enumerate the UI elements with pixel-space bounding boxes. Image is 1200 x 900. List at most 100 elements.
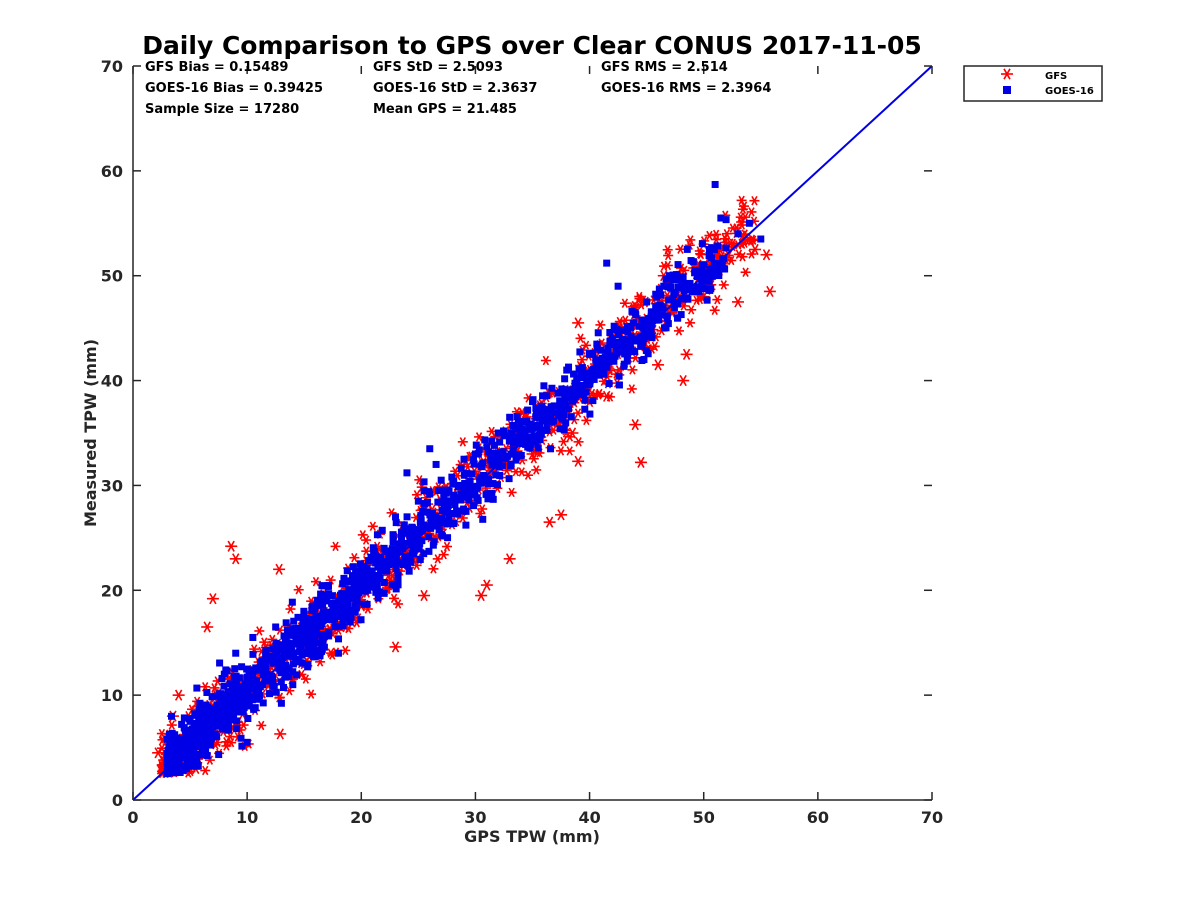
gfs-point (357, 530, 368, 540)
goes16-point (420, 478, 428, 486)
goes16-point (251, 704, 259, 712)
gfs-point (480, 579, 493, 591)
goes16-point (169, 757, 177, 765)
goes16-point (240, 686, 248, 694)
goes16-point (335, 622, 343, 630)
gfs-point (581, 340, 592, 351)
goes16-point (392, 585, 400, 593)
goes16-point (325, 608, 333, 616)
goes16-point (476, 476, 484, 484)
goes16-point (412, 534, 420, 542)
goes16-point (655, 285, 663, 293)
goes16-point (500, 432, 508, 440)
goes16-point (415, 545, 423, 553)
goes16-point (232, 672, 240, 680)
goes16-point (193, 684, 201, 692)
goes16-point (262, 646, 270, 654)
goes16-point (397, 528, 405, 536)
gfs-point (733, 249, 744, 259)
goes16-point (184, 754, 192, 762)
goes16-point (215, 751, 223, 759)
goes16-point (300, 607, 308, 615)
goes16-point (193, 732, 201, 740)
goes16-point (392, 513, 400, 521)
goes16-point (380, 589, 388, 597)
goes16-point (351, 590, 359, 598)
goes16-point (270, 682, 278, 690)
gfs-point (367, 521, 378, 532)
goes16-point (698, 268, 706, 276)
goes16-point (620, 362, 628, 370)
goes16-point (492, 449, 500, 457)
goes16-point (266, 690, 274, 698)
goes16-point (212, 692, 220, 700)
goes16-point (483, 443, 491, 451)
goes16-point (201, 710, 209, 718)
gfs-point (221, 737, 232, 747)
goes16-point (400, 539, 408, 547)
y-tick-label: 10 (101, 686, 123, 705)
gfs-point (686, 305, 697, 315)
stat-gfs-rms: GFS RMS = 2.514 (601, 60, 728, 75)
gfs-point (712, 294, 723, 305)
goes16-point (249, 650, 257, 658)
goes16-point (297, 625, 305, 633)
gfs-point (709, 305, 720, 315)
goes16-point (197, 702, 205, 710)
goes16-point (677, 311, 685, 319)
goes16-point (419, 507, 427, 515)
goes16-point (608, 335, 616, 343)
goes16-point (255, 688, 263, 696)
goes16-point (412, 526, 420, 534)
goes16-point (393, 548, 401, 556)
goes16-point (665, 296, 673, 304)
goes16-point (378, 526, 386, 534)
goes16-point (494, 429, 502, 437)
goes16-point (416, 555, 424, 563)
goes16-point (449, 480, 457, 488)
goes16-point (484, 448, 492, 456)
goes16-point (435, 487, 443, 495)
goes16-point (547, 445, 555, 453)
goes16-point (456, 481, 464, 489)
goes16-point (316, 652, 324, 660)
goes16-point (358, 581, 366, 589)
goes16-point (717, 214, 725, 222)
goes16-point (448, 473, 456, 481)
goes16-point (537, 430, 545, 438)
goes16-point (536, 436, 544, 444)
goes16-point (346, 618, 354, 626)
goes16-point (289, 660, 297, 668)
goes16-point (539, 392, 547, 400)
gfs-point (721, 228, 732, 239)
goes16-point (260, 658, 268, 666)
gfs-point (680, 348, 693, 360)
goes16-point (184, 742, 192, 750)
goes16-point (293, 671, 301, 679)
goes16-point (420, 487, 428, 495)
goes16-point (313, 618, 321, 626)
goes16-point (567, 413, 575, 421)
goes16-point (578, 364, 586, 372)
goes16-point (505, 437, 513, 445)
goes16-point (309, 644, 317, 652)
gfs-point (225, 540, 238, 552)
goes16-point (352, 604, 360, 612)
goes16-point (309, 637, 317, 645)
goes16-point (599, 369, 607, 377)
goes16-point (586, 350, 594, 358)
goes16-point (233, 725, 241, 733)
goes16-point (259, 699, 267, 707)
goes16-point (414, 497, 422, 505)
gfs-point (555, 446, 566, 456)
y-tick-label: 70 (101, 57, 123, 76)
goes16-point (586, 369, 594, 377)
goes16-point (615, 381, 623, 389)
goes16-point (465, 496, 473, 504)
goes16-point (635, 322, 643, 330)
goes16-point (594, 329, 602, 337)
goes16-point (265, 674, 273, 682)
goes16-point (216, 659, 224, 667)
gfs-point (760, 249, 773, 261)
goes16-point (614, 282, 622, 290)
